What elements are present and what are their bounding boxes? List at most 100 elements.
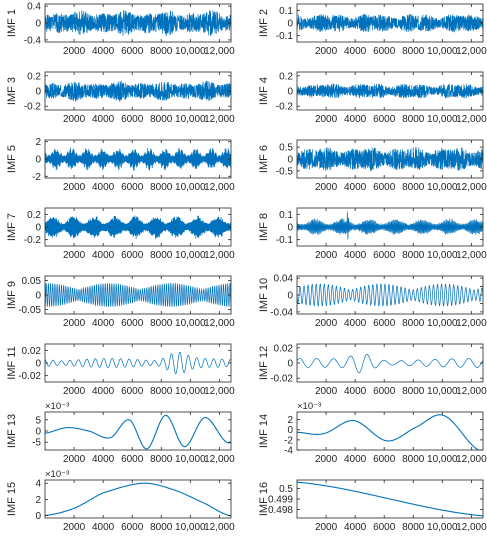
x-tick-label: 6000 [121, 114, 144, 125]
y-tick-label: 0 [35, 427, 41, 438]
y-exponent-label: ×10⁻³ [297, 401, 321, 412]
x-tick-label: 6000 [121, 522, 144, 533]
y-tick-label: 0 [35, 19, 41, 30]
x-tick-label: 12,000 [204, 114, 235, 125]
x-tick-label: 10,000 [175, 454, 206, 465]
x-tick-label: 4000 [344, 522, 367, 533]
x-tick-label: 4000 [92, 182, 115, 193]
imf-series-line [297, 283, 483, 307]
y-tick-label: 0.02 [22, 346, 42, 357]
x-tick-label: 12,000 [204, 250, 235, 261]
x-tick-label: 6000 [121, 318, 144, 329]
y-tick-label: 0 [287, 223, 293, 234]
x-tick-label: 8000 [402, 386, 425, 397]
y-tick-label: 0 [35, 291, 41, 302]
x-tick-label: 12,000 [204, 46, 235, 57]
axes-box [44, 479, 232, 519]
y-tick-label: 0 [35, 87, 41, 98]
y-tick-label: -0.2 [24, 235, 42, 246]
y-tick-label: -4 [284, 446, 293, 457]
x-tick-label: 4000 [344, 46, 367, 57]
y-tick-label: 0 [287, 19, 293, 30]
x-tick-label: 4000 [344, 386, 367, 397]
x-tick-label: 6000 [121, 46, 144, 57]
x-tick-label: 10,000 [175, 386, 206, 397]
imf-series-line [297, 354, 483, 374]
y-tick-label: -0.1 [276, 31, 294, 42]
y-tick-label: -0.2 [276, 102, 294, 113]
y-tick-label: 2 [287, 415, 293, 426]
x-tick-label: 12,000 [456, 522, 487, 533]
x-tick-label: 2000 [315, 46, 338, 57]
y-axis-label: IMF 6 [258, 145, 270, 173]
x-tick-label: 6000 [373, 46, 396, 57]
x-tick-label: 4000 [344, 182, 367, 193]
imf-series-line [45, 351, 231, 375]
x-tick-label: 10,000 [427, 318, 458, 329]
y-tick-label: -0.05 [18, 305, 41, 316]
x-tick-label: 6000 [121, 454, 144, 465]
y-tick-label: 4 [35, 479, 41, 490]
y-tick-label: 0.02 [274, 343, 294, 354]
x-tick-label: 2000 [63, 386, 86, 397]
x-tick-label: 10,000 [427, 250, 458, 261]
x-tick-label: 4000 [344, 318, 367, 329]
y-tick-label: 0.4 [27, 2, 41, 13]
y-tick-label: -0.02 [18, 371, 41, 382]
x-tick-label: 10,000 [427, 182, 458, 193]
y-tick-label: 0.1 [279, 6, 293, 17]
y-tick-label: 0.5 [279, 143, 293, 154]
x-tick-label: 10,000 [175, 46, 206, 57]
imf-series-line [297, 13, 483, 33]
x-tick-label: 6000 [121, 182, 144, 193]
x-tick-label: 4000 [92, 454, 115, 465]
y-tick-label: 5 [35, 415, 41, 426]
x-tick-label: 2000 [315, 182, 338, 193]
x-tick-label: 2000 [63, 182, 86, 193]
axes-box [296, 343, 484, 383]
y-axis-label: IMF 15 [6, 482, 18, 516]
x-tick-label: 8000 [402, 522, 425, 533]
x-tick-label: 8000 [150, 250, 173, 261]
x-tick-label: 12,000 [456, 46, 487, 57]
y-axis-label: IMF 8 [258, 213, 270, 241]
x-tick-label: 8000 [150, 386, 173, 397]
y-axis-label: IMF 13 [6, 414, 18, 448]
x-tick-label: 10,000 [427, 114, 458, 125]
y-tick-label: 0.2 [279, 71, 293, 82]
imf-series-line [45, 482, 231, 517]
imf-series-line [45, 147, 231, 171]
y-tick-label: 0.1 [279, 210, 293, 221]
y-tick-label: -2 [32, 172, 41, 183]
imf-series-line [45, 414, 231, 450]
x-tick-label: 8000 [402, 318, 425, 329]
y-tick-label: 0 [35, 155, 41, 166]
x-tick-label: 6000 [373, 250, 396, 261]
imf-series-line [45, 10, 231, 37]
y-tick-label: -0.5 [276, 166, 294, 177]
y-tick-label: 2 [35, 137, 41, 148]
y-tick-label: -0.04 [270, 307, 293, 318]
y-axis-label: IMF 10 [258, 278, 270, 312]
x-tick-label: 12,000 [204, 182, 235, 193]
x-tick-label: 2000 [63, 522, 86, 533]
x-tick-label: 6000 [373, 114, 396, 125]
x-tick-label: 12,000 [456, 114, 487, 125]
x-tick-label: 8000 [402, 182, 425, 193]
x-tick-label: 12,000 [204, 318, 235, 329]
x-tick-label: 10,000 [175, 318, 206, 329]
x-tick-label: 2000 [315, 522, 338, 533]
y-tick-label: 0 [35, 223, 41, 234]
y-axis-label: IMF 7 [6, 213, 18, 241]
imf-series-line [297, 414, 481, 450]
imf-series-line [297, 481, 483, 517]
y-tick-label: 0 [287, 425, 293, 436]
